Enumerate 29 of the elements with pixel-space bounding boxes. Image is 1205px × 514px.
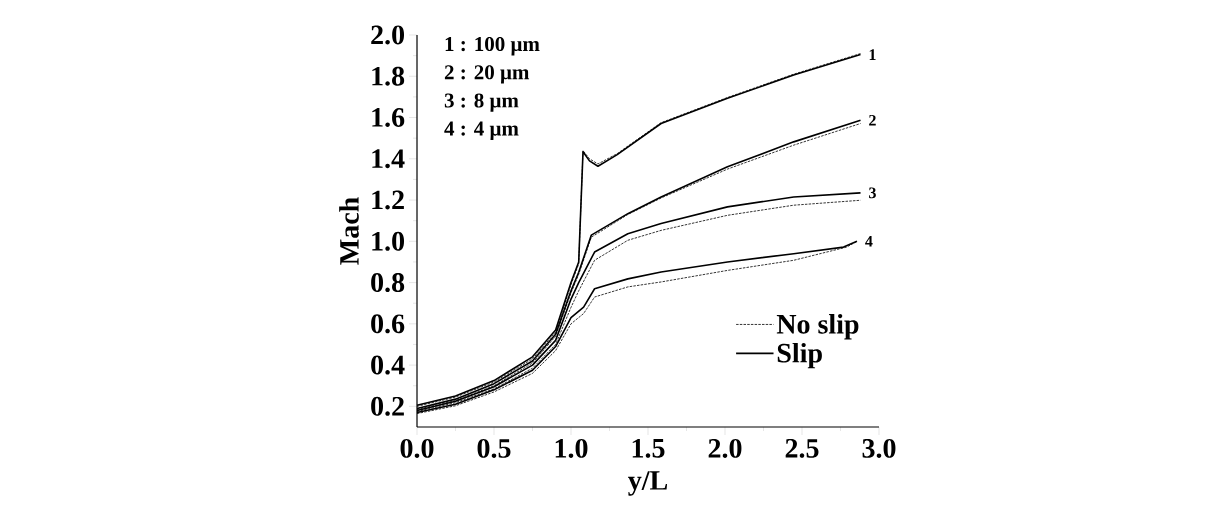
annotation: 2 — [869, 114, 876, 126]
y-tick-label: 0.8 — [371, 273, 405, 293]
x-tick-label: 0.0 — [400, 438, 434, 458]
y-tick-label: 1.4 — [372, 149, 405, 169]
annotation: 3 : 8 μm — [444, 93, 519, 112]
x-axis-title: y/L — [628, 471, 668, 496]
y-tick-label: 1.6 — [372, 108, 405, 127]
x-tick-label: 1.5 — [632, 438, 665, 458]
y-tick-label: 0.6 — [371, 314, 405, 334]
legend-label: Slip — [777, 342, 822, 369]
x-tick-label: 0.5 — [477, 438, 511, 458]
y-tick-label: 1.8 — [372, 66, 405, 86]
legend-label: No slip — [776, 313, 859, 340]
y-tick-label: 2.0 — [371, 25, 405, 45]
y-tick-label: 0.2 — [371, 396, 404, 416]
annotation: 4 — [865, 236, 873, 247]
annotation: 1 : 100 μm — [445, 36, 540, 56]
x-tick-label: 1.0 — [555, 438, 588, 458]
x-tick-label: 3.0 — [862, 438, 896, 458]
y-tick-label: 0.4 — [371, 355, 405, 375]
y-tick-label: 1.2 — [372, 190, 404, 210]
annotation: 4 : 4 μm — [444, 121, 519, 140]
annotation: 3 — [869, 187, 876, 199]
y-axis-title: Mach — [339, 197, 359, 265]
x-tick-label: 2.0 — [708, 438, 742, 458]
annotation: 1 — [869, 49, 876, 60]
y-tick-label: 1.0 — [372, 231, 405, 251]
annotation: 2 : 20 μm — [444, 65, 530, 84]
x-tick-label: 2.5 — [785, 438, 819, 458]
